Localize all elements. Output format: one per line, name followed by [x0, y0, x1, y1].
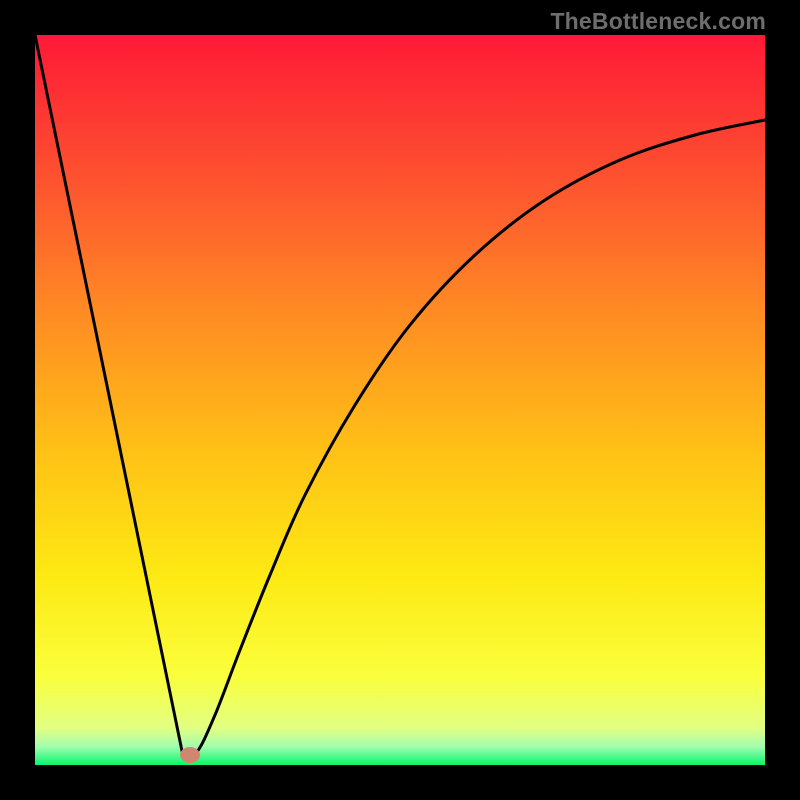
- chart-plot-area: [35, 35, 765, 765]
- bottleneck-curve: [35, 35, 765, 765]
- curve-minimum-marker: [180, 747, 200, 763]
- watermark-text: TheBottleneck.com: [550, 8, 766, 35]
